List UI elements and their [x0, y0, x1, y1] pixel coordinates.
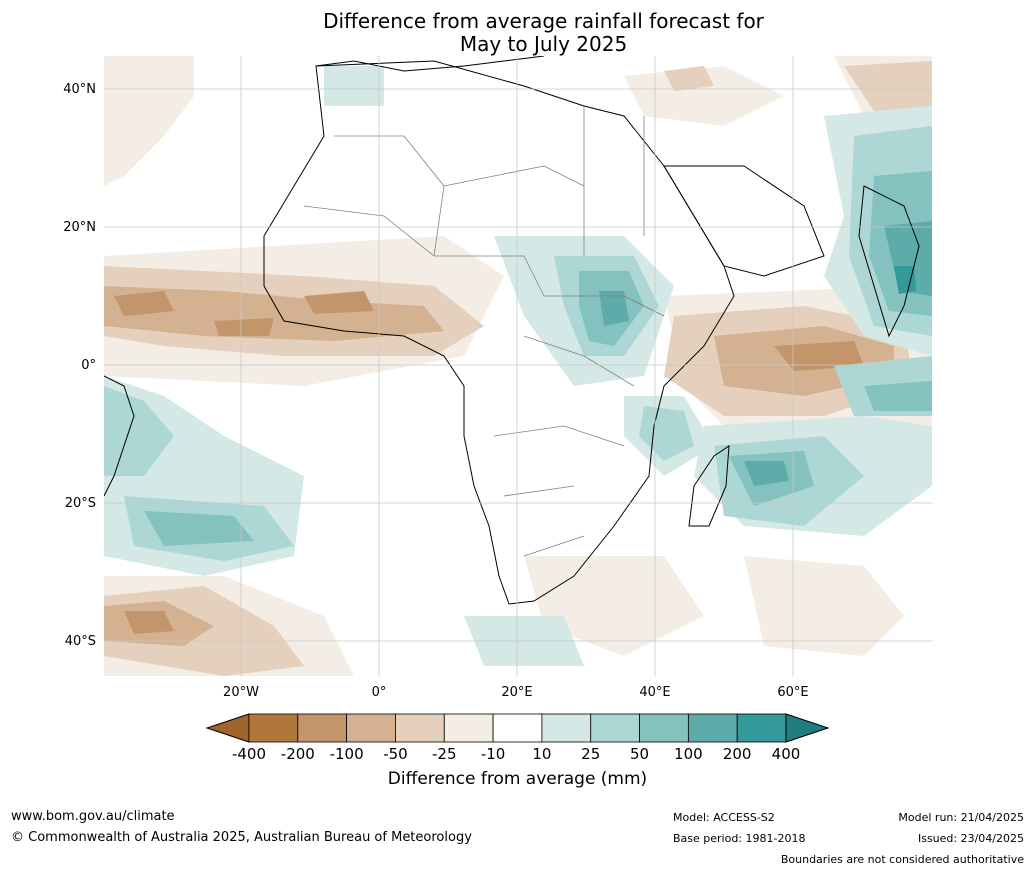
- colorbar-cell: [541, 713, 592, 743]
- colorbar: [205, 713, 830, 743]
- colorbar-cell: [492, 713, 543, 743]
- website-link[interactable]: www.bom.gov.au/climate: [11, 809, 175, 824]
- coastlines: [104, 56, 920, 605]
- country-borders: [303, 106, 665, 557]
- chart-title-line1: Difference from average rainfall forecas…: [323, 9, 764, 33]
- rainfall-anomaly-map: [104, 56, 932, 676]
- colorbar-tick-label: 10: [532, 745, 552, 763]
- anomaly-deepest-teal: [894, 266, 916, 294]
- colorbar-tick-label: -200: [280, 745, 315, 763]
- lat-label-20s: 20°S: [64, 496, 96, 511]
- colorbar-cell: [590, 713, 640, 743]
- colorbar-cell: [297, 713, 348, 743]
- lat-label-0: 0°: [81, 358, 96, 373]
- colorbar-title: Difference from average (mm): [387, 769, 648, 789]
- colorbar-tick-label: 25: [581, 745, 601, 763]
- colorbar-tick-label: -10: [480, 745, 506, 763]
- base-period-text: Base period: 1981-2018: [673, 832, 806, 845]
- colorbar-tick-label: 200: [722, 745, 752, 763]
- colorbar-right-arrow: [785, 713, 830, 743]
- colorbar-cell: [248, 713, 299, 743]
- colorbar-tick-label: 100: [674, 745, 703, 763]
- chart-title-line2: May to July 2025: [459, 32, 628, 56]
- colorbar-tick-label: 50: [629, 745, 650, 763]
- lat-label-40n: 40°N: [63, 82, 96, 97]
- lon-label-20w: 20°W: [223, 685, 259, 700]
- model-text: Model: ACCESS-S2: [673, 811, 775, 824]
- copyright-text: © Commonwealth of Australia 2025, Austra…: [11, 830, 472, 845]
- lon-label-60e: 60°E: [777, 685, 809, 700]
- colorbar-cell: [736, 713, 787, 743]
- lon-label-40e: 40°E: [639, 685, 671, 700]
- colorbar-cells: [248, 713, 787, 743]
- issued-text: Issued: 23/04/2025: [917, 832, 1024, 845]
- colorbar-cell: [639, 713, 689, 743]
- colorbar-cell: [395, 713, 445, 743]
- colorbar-tick-label: -400: [231, 745, 267, 763]
- colorbar-tick-label: -50: [383, 745, 408, 763]
- colorbar-left-arrow: [205, 713, 250, 743]
- colorbar-cell: [346, 713, 396, 743]
- map-svg: [104, 56, 932, 676]
- colorbar-tick-label: -100: [329, 745, 364, 763]
- anomaly-deep-brown: [114, 291, 864, 634]
- lon-label-0: 0°: [371, 685, 387, 700]
- anomaly-deeper-teal: [599, 221, 932, 486]
- model-run-text: Model run: 21/04/2025: [898, 811, 1024, 824]
- colorbar-tick-label: -25: [432, 745, 457, 763]
- disclaimer-text: Boundaries are not considered authoritat…: [780, 853, 1024, 866]
- graticule: [104, 56, 932, 676]
- lat-label-20n: 20°N: [63, 220, 96, 235]
- colorbar-tick-label: 400: [771, 745, 801, 763]
- colorbar-cell: [687, 713, 738, 743]
- lon-label-20e: 20°E: [501, 685, 533, 700]
- lat-label-40s: 40°S: [64, 634, 96, 649]
- colorbar-cell: [443, 713, 494, 743]
